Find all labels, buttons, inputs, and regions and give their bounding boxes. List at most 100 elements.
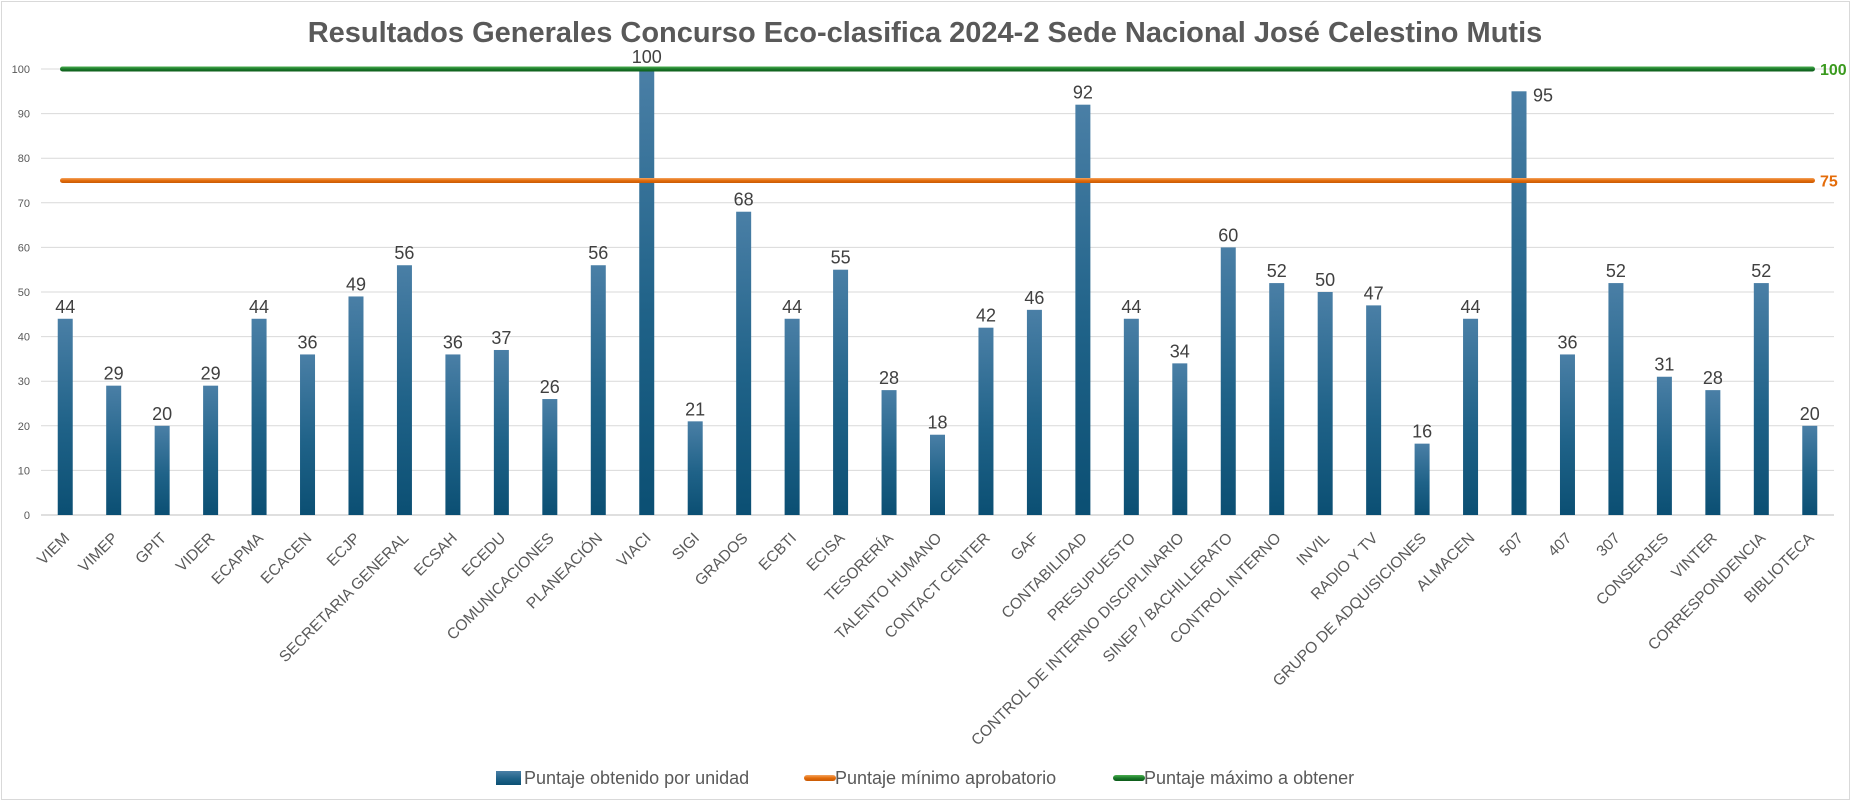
data-label: 44 [1461,297,1481,317]
y-tick-label: 80 [18,153,30,165]
bar [978,327,994,515]
bar [1511,91,1527,516]
x-tick-label: ECSAH [411,530,461,580]
bar [1705,390,1721,515]
bar [687,421,703,515]
data-label: 100 [632,47,662,67]
bar [881,390,897,515]
reference-line [60,66,1815,72]
bar [154,425,170,515]
x-tick-label: GRADOS [692,530,752,590]
bar [1608,283,1624,515]
reference-line-label: 75 [1820,174,1838,191]
data-label: 31 [1654,355,1674,375]
bar [1366,305,1382,515]
bar [1172,363,1188,515]
y-tick-label: 90 [18,109,30,121]
x-tick-label: SIGI [669,530,703,564]
data-label: 55 [831,248,851,268]
bar [1559,354,1575,515]
x-tick-label: 407 [1545,530,1575,560]
data-label: 21 [685,399,705,419]
data-label: 26 [540,377,560,397]
x-tick-label: ECBTI [756,530,800,574]
legend-label: Puntaje obtenido por unidad [524,768,749,788]
bar [300,354,316,515]
x-tick-label: VIACI [614,530,655,571]
data-label: 56 [588,243,608,263]
data-label: 95 [1533,85,1553,105]
legend-swatch [1113,775,1145,781]
bar [1414,443,1430,515]
x-tick-label: CONTABILIDAD [998,530,1090,622]
bar [348,296,364,515]
x-tick-label: GAF [1008,530,1043,565]
data-label: 36 [1557,332,1577,352]
y-tick-label: 70 [18,198,30,210]
bar-series [57,69,1818,516]
data-label: 20 [152,404,172,424]
bar [1656,376,1672,515]
data-label: 28 [1703,368,1723,388]
x-tick-label: ECACEN [258,530,316,588]
data-label: 37 [491,328,511,348]
data-label: 49 [346,274,366,294]
bar [590,265,606,515]
reference-line-label: 100 [1820,62,1847,79]
chart-title: Resultados Generales Concurso Eco-clasif… [308,17,1543,49]
x-tick-label: ECAPMA [209,529,268,588]
x-tick-label: VIEM [34,530,73,569]
bar [833,269,849,515]
bar [542,399,558,515]
data-label: 29 [104,364,124,384]
bar [251,318,267,515]
bar [1463,318,1479,515]
data-label: 20 [1800,404,1820,424]
bar [396,265,412,515]
data-label: 47 [1364,283,1384,303]
reference-line [60,178,1815,183]
data-label: 46 [1024,288,1044,308]
legend: Puntaje obtenido por unidad Puntaje mínim… [496,768,1354,788]
x-tick-label: ECJP [324,530,364,570]
y-tick-label: 10 [18,465,30,477]
data-label: 56 [394,243,414,263]
legend-label: Puntaje máximo a obtener [1144,768,1354,788]
y-axis: 0 10 20 30 40 50 60 70 80 90 100 [12,64,30,522]
data-label: 29 [201,364,221,384]
bar [1269,283,1285,515]
bar [1123,318,1139,515]
data-label: 52 [1606,261,1626,281]
data-label: 50 [1315,270,1335,290]
bar [1802,425,1818,515]
legend-swatch [496,771,521,785]
legend-label: Puntaje mínimo aprobatorio [835,768,1056,788]
x-tick-label: PRESUPUESTO [1045,530,1140,625]
bar [930,434,945,515]
x-tick-label: 507 [1497,530,1527,560]
x-tick-label: INVIL [1294,530,1334,570]
bar [639,69,655,515]
y-tick-label: 60 [18,242,30,254]
bar [736,211,752,515]
reference-lines: 100 75 [60,62,1847,191]
y-tick-label: 30 [18,376,30,388]
bar [57,318,73,515]
y-tick-label: 0 [24,510,30,522]
data-label: 44 [55,297,75,317]
data-label: 68 [734,190,754,210]
data-labels: 44 29 20 29 44 36 49 56 36 37 26 56 100 21 68 44 55 28 18 4… [55,47,1820,442]
bar [1026,309,1042,515]
bar [1317,292,1333,515]
data-label: 92 [1073,83,1093,103]
y-tick-label: 50 [18,287,30,299]
bar [445,354,461,515]
data-label: 52 [1267,261,1287,281]
bar [1220,247,1236,515]
legend-swatch [804,775,836,781]
bar [493,349,509,515]
data-label: 60 [1218,225,1238,245]
x-tick-label: 307 [1593,530,1623,560]
x-tick-label: ECISA [803,529,848,574]
data-label: 36 [298,332,318,352]
